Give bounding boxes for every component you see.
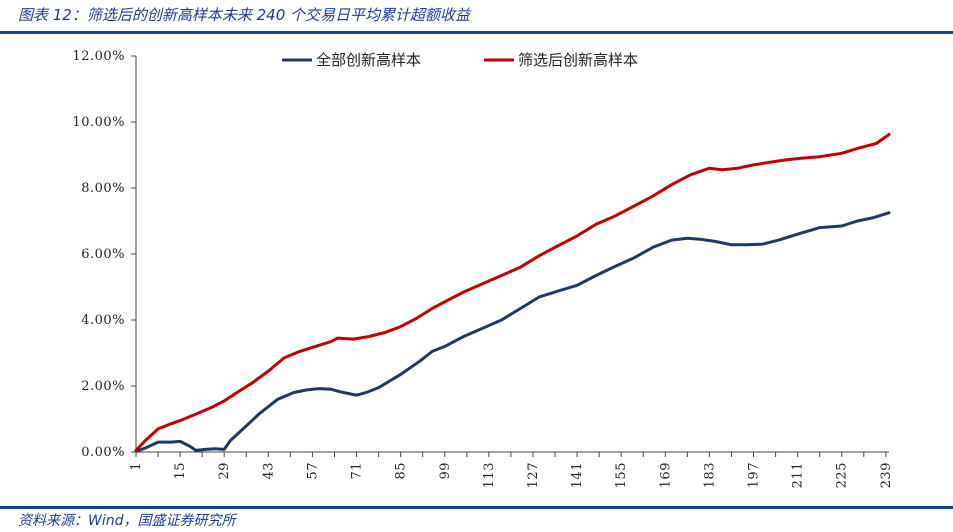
x-tick-label: 211 [791,462,806,488]
chart-axes [131,55,889,457]
y-tick-label: 2.00% [81,379,125,394]
series-line-filtered-samples [134,133,891,452]
x-tick-label: 29 [217,462,232,480]
x-tick-label: 197 [747,462,762,488]
x-tick-label: 1 [129,462,144,471]
series-line-all-samples [134,211,891,453]
x-tick-label: 99 [438,462,453,480]
x-tick-label: 71 [350,462,365,480]
y-tick-label: 6.00% [81,247,125,262]
x-tick-label: 127 [526,462,541,488]
legend: 全部创新高样本 筛选后创新高样本 [282,51,638,69]
x-tick-label: 43 [261,462,276,480]
x-tick-label: 225 [835,462,850,488]
x-tick-label: 113 [482,462,497,488]
y-tick-label: 12.00% [72,49,125,64]
y-tick-label: 10.00% [72,115,125,130]
x-axis-tick-labels: 1 15 29 43 57 71 85 99 113 127 141 155 169 183 197 211 2… [129,462,894,488]
x-tick-label: 57 [305,462,320,480]
y-tick-label: 4.00% [81,313,125,328]
y-tick-label: 0.00% [81,445,125,460]
x-tick-label: 239 [879,462,894,488]
figure-title: 图表 12：筛选后的创新高样本未来 240 个交易日平均累计超额收益 [18,6,471,24]
x-tick-label: 141 [570,462,585,488]
y-tick-label: 8.00% [81,181,125,196]
x-tick-label: 15 [173,462,188,480]
y-axis-tick-labels: 0.00% 2.00% 4.00% 6.00% 8.00% 10.00% 12.00% [72,49,125,460]
x-tick-label: 155 [614,462,629,488]
x-tick-label: 183 [702,462,717,488]
legend-label-all-samples: 全部创新高样本 [316,51,421,69]
top-divider [0,31,953,34]
source-note: 资料来源：Wind，国盛证券研究所 [18,513,236,529]
x-tick-label: 169 [658,462,673,488]
x-tick-label: 85 [394,462,409,480]
legend-label-filtered-samples: 筛选后创新高样本 [518,51,638,69]
series-lines [134,133,891,453]
bottom-divider [0,506,953,509]
